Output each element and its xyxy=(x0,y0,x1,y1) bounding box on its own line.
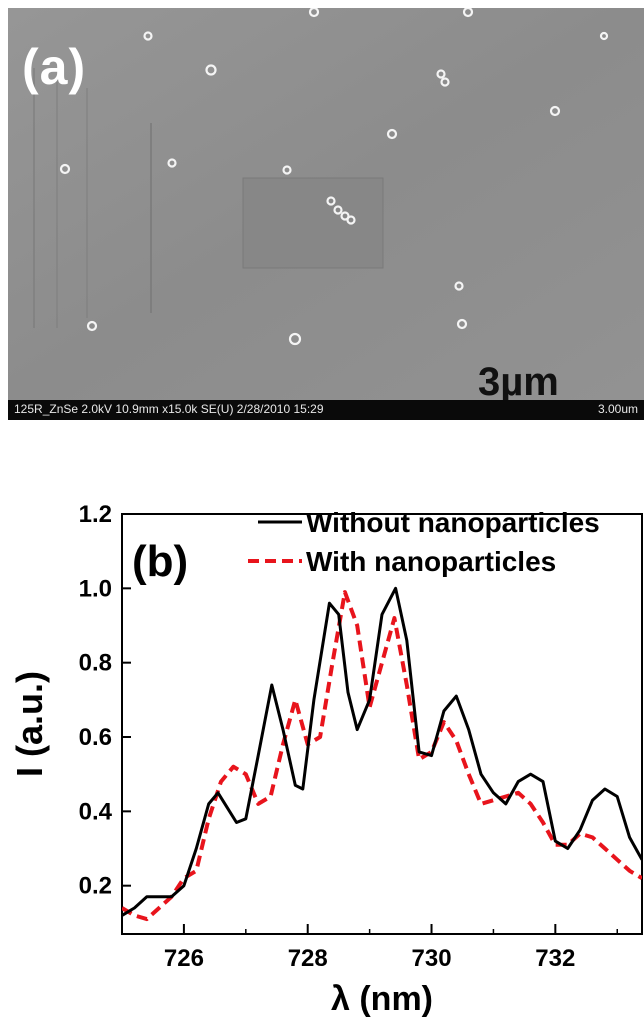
y-axis-label: I (a.u.) xyxy=(9,671,50,777)
panel-a-label: (a) xyxy=(22,39,87,95)
series-layer xyxy=(122,586,642,922)
series-without-nanoparticles xyxy=(122,586,642,917)
legend-label-with: With nanoparticles xyxy=(306,546,556,577)
sem-micrograph: (a) 3µm 125R_ZnSe 2.0kV 10.9mm x15.0k SE… xyxy=(8,8,644,420)
x-tick-label: 732 xyxy=(535,945,575,972)
series-with-nanoparticles xyxy=(122,590,642,922)
panel-b-label: (b) xyxy=(132,537,188,586)
x-axis-ticks: 726 728 730 732 xyxy=(121,924,618,972)
y-tick-label: 0.6 xyxy=(79,724,112,751)
y-tick-label: 0.4 xyxy=(79,798,113,825)
legend: Without nanoparticles With nanoparticles xyxy=(248,507,600,577)
x-tick-label: 726 xyxy=(164,945,204,972)
sem-info-text: 125R_ZnSe 2.0kV 10.9mm x15.0k SE(U) 2/28… xyxy=(14,402,324,416)
y-tick-label: 0.8 xyxy=(79,650,112,677)
y-tick-label: 1.2 xyxy=(79,501,112,528)
x-tick-label: 728 xyxy=(288,945,328,972)
sem-info-bar: 125R_ZnSe 2.0kV 10.9mm x15.0k SE(U) 2/28… xyxy=(8,400,644,420)
plot-frame xyxy=(121,513,643,935)
y-tick-label: 1.0 xyxy=(79,575,112,602)
x-tick-label: 730 xyxy=(412,945,452,972)
y-axis-ticks: 0.2 0.4 0.6 0.8 1.0 1.2 xyxy=(79,501,131,900)
sem-info-scale: 3.00um xyxy=(597,402,638,416)
x-axis-label: λ (nm) xyxy=(331,980,433,1018)
spectrum-chart: 0.2 0.4 0.6 0.8 1.0 1.2 726 728 730 732 (b) With… xyxy=(9,501,643,1018)
sem-image-graphic xyxy=(8,8,644,407)
y-tick-label: 0.2 xyxy=(79,873,112,900)
scale-bar-label: 3µm xyxy=(478,360,559,404)
legend-label-without: Without nanoparticles xyxy=(306,507,600,538)
